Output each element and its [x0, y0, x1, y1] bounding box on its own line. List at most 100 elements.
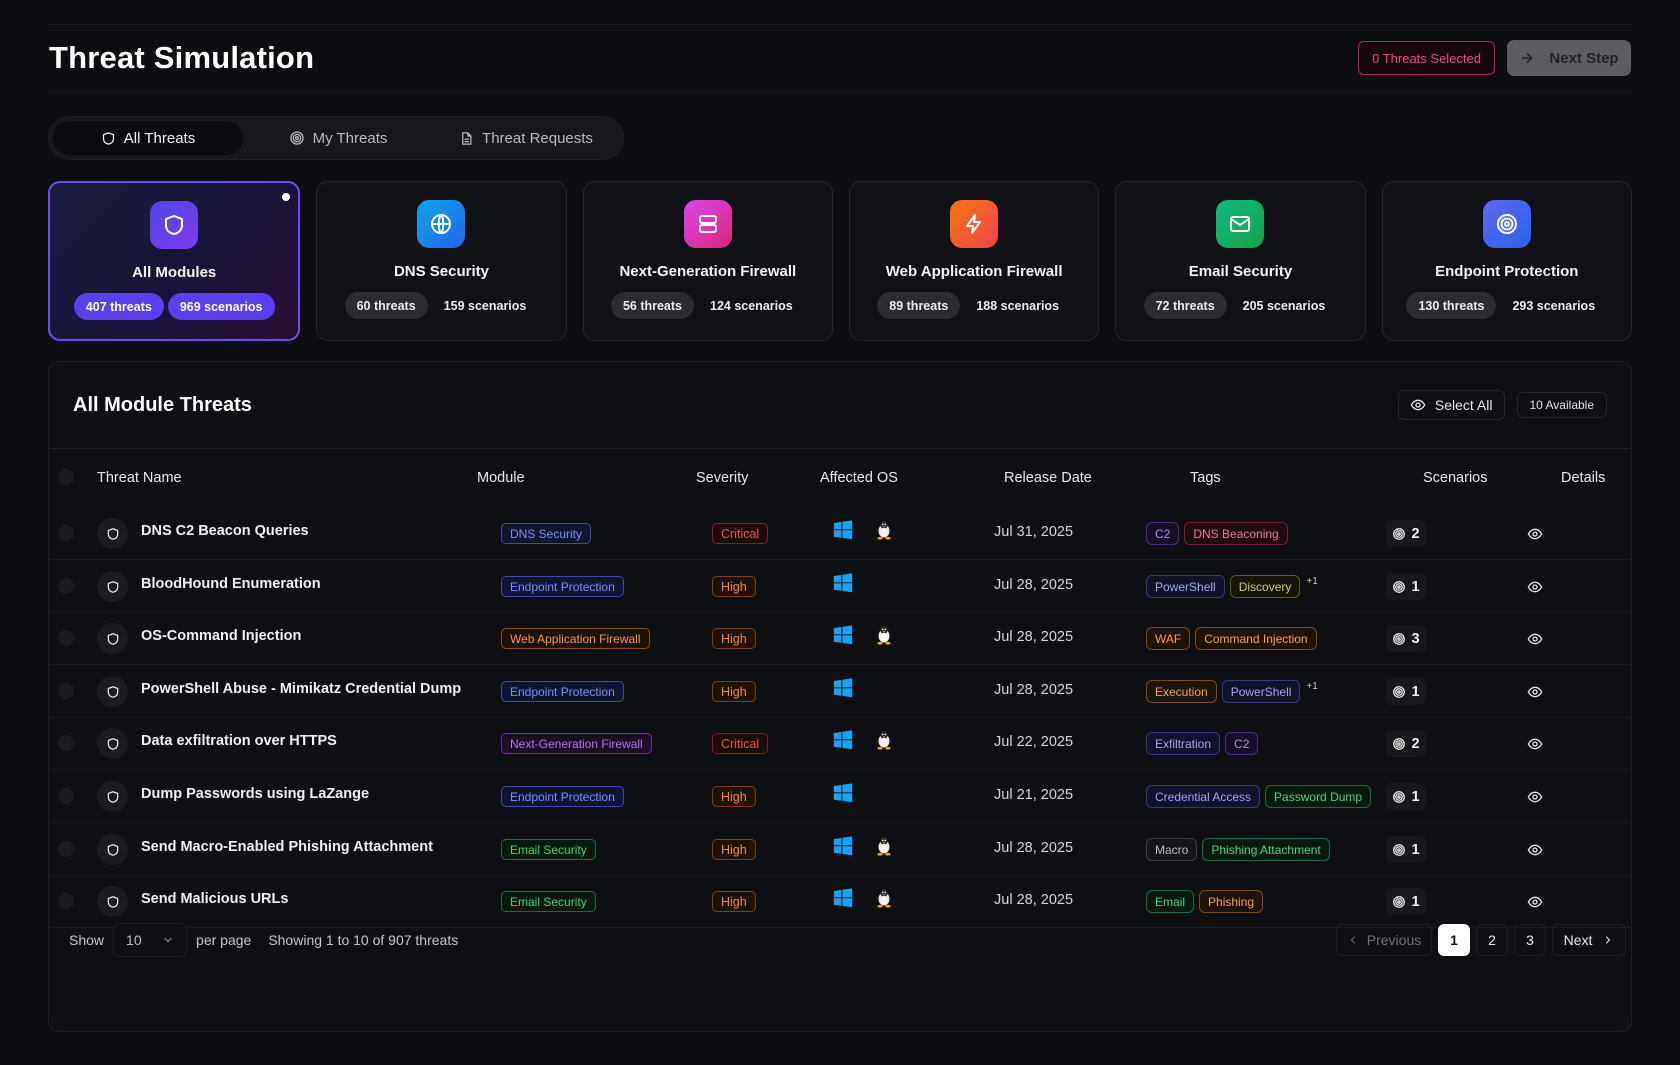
tag-waf: WAF [1146, 627, 1191, 650]
scenario-count: 1 [1386, 836, 1426, 863]
module-badge: Email Security [501, 839, 596, 860]
threat-name: Send Malicious URLs [141, 891, 289, 907]
select-all-checkbox[interactable] [58, 469, 74, 485]
scenario-count: 2 [1386, 520, 1426, 547]
module-badge: Email Security [501, 891, 596, 912]
view-details-icon[interactable] [1527, 684, 1543, 700]
col-tags: Tags [1190, 469, 1221, 486]
threat-name: Dump Passwords using LaZange [141, 786, 370, 802]
scenario-count: 2 [1386, 730, 1426, 757]
tab-threat-requests[interactable]: Threat Requests [433, 121, 619, 155]
panel-title: All Module Threats [73, 393, 252, 416]
document-icon [459, 131, 474, 146]
per-page-label: per page [196, 932, 252, 948]
previous-label: Previous [1366, 932, 1422, 948]
module-card-dns-security[interactable]: DNS Security 60 threats 159 scenarios [316, 181, 567, 341]
table-row[interactable]: BloodHound Enumeration Endpoint Protectio… [49, 560, 1631, 613]
row-checkbox[interactable] [58, 525, 74, 541]
next-step-button[interactable]: Next Step [1507, 40, 1631, 76]
threat-name: BloodHound Enumeration [141, 576, 321, 592]
target-icon [1392, 632, 1406, 646]
table-row[interactable]: Send Malicious URLs Email Security High Jul… [49, 875, 1631, 928]
table-row[interactable]: PowerShell Abuse - Mimikatz Credential D… [49, 665, 1631, 718]
next-label: Next [1563, 932, 1593, 948]
row-checkbox[interactable] [58, 630, 74, 646]
row-checkbox[interactable] [58, 735, 74, 751]
tag-password-dump: Password Dump [1265, 785, 1372, 808]
table-row[interactable]: Dump Passwords using LaZange Endpoint Pro… [49, 770, 1631, 823]
target-icon [1392, 580, 1406, 594]
tag-dns-beaconing: DNS Beaconing [1184, 522, 1288, 545]
target-icon [1392, 737, 1406, 751]
chevron-left-icon [1347, 934, 1359, 946]
previous-page-button[interactable]: Previous [1336, 924, 1432, 956]
view-details-icon[interactable] [1527, 894, 1543, 910]
page-header: Threat Simulation 0 Threats Selected Nex… [48, 24, 1632, 92]
view-details-icon[interactable] [1527, 736, 1543, 752]
table-row[interactable]: OS-Command Injection Web Application Fire… [49, 612, 1631, 665]
threat-count-pill: 72 threats [1143, 292, 1227, 319]
tag-list: Macro Phishing Attachment [1146, 838, 1330, 861]
table-row[interactable]: Send Macro-Enabled Phishing Attachment Em… [49, 823, 1631, 876]
windows-icon [832, 729, 854, 751]
windows-icon [832, 835, 854, 857]
tag-powershell: PowerShell [1221, 680, 1301, 703]
tab-my-threats[interactable]: My Threats [243, 121, 433, 155]
show-label: Show [69, 932, 105, 948]
table-row[interactable]: Data exfiltration over HTTPS Next-Generat… [49, 717, 1631, 770]
row-checkbox[interactable] [58, 578, 74, 594]
view-details-icon[interactable] [1527, 631, 1543, 647]
view-details-icon[interactable] [1527, 789, 1543, 805]
row-checkbox[interactable] [58, 788, 74, 804]
scenario-count: 1 [1386, 888, 1426, 915]
module-badge: Endpoint Protection [501, 576, 624, 597]
page-1-button[interactable]: 1 [1438, 924, 1470, 956]
scenario-count-value: 2 [1411, 735, 1420, 752]
row-checkbox[interactable] [58, 683, 74, 699]
scenario-count-value: 3 [1411, 630, 1420, 647]
view-details-icon[interactable] [1527, 842, 1543, 858]
threat-name: PowerShell Abuse - Mimikatz Credential D… [141, 681, 462, 697]
module-card-endpoint-protection[interactable]: Endpoint Protection 130 threats 293 scen… [1381, 181, 1632, 341]
select-all-button[interactable]: Select All [1397, 390, 1505, 420]
threat-count-pill: 89 threats [877, 292, 961, 319]
tag-exfiltration: Exfiltration [1146, 732, 1221, 755]
threats-panel: All Module Threats Select All 10 Availab… [48, 361, 1632, 1032]
release-date: Jul 22, 2025 [994, 734, 1074, 750]
view-details-icon[interactable] [1527, 579, 1543, 595]
server-icon [696, 212, 720, 236]
globe-icon [429, 212, 453, 236]
table-row[interactable]: DNS C2 Beacon Queries DNS Security Critica… [49, 507, 1631, 560]
selected-count-badge: 0 Threats Selected [1358, 41, 1495, 75]
scenario-count-value: 2 [1411, 525, 1420, 542]
page-3-button[interactable]: 3 [1514, 924, 1546, 956]
tab-all-threats[interactable]: All Threats [53, 121, 243, 155]
next-page-button[interactable]: Next [1552, 924, 1626, 956]
scenario-count: 1 [1386, 678, 1426, 705]
target-icon [1392, 790, 1406, 804]
shield-icon [97, 781, 128, 812]
module-card-all-modules[interactable]: All Modules 407 threats 969 scenarios [48, 181, 301, 341]
per-page-select[interactable]: 10 [113, 923, 188, 957]
module-card-web-application-firewall[interactable]: Web Application Firewall 89 threats 188 … [848, 181, 1100, 341]
row-checkbox[interactable] [58, 841, 74, 857]
module-card-email-security[interactable]: Email Security 72 threats 205 scenarios [1115, 181, 1366, 341]
page-2-button[interactable]: 2 [1476, 924, 1508, 956]
table-footer: Show 10 per page Showing 1 to 10 of 907 … [49, 910, 1631, 970]
scenario-count-value: 1 [1411, 893, 1420, 910]
linux-icon [875, 730, 893, 750]
scenario-count-pill: 293 scenarios [1512, 298, 1596, 313]
module-card-next-generation-firewall[interactable]: Next-Generation Firewall 56 threats 124 … [582, 181, 833, 341]
target-icon [289, 130, 305, 146]
mail-icon [1228, 212, 1252, 236]
shield-icon [101, 131, 116, 146]
row-checkbox[interactable] [58, 893, 74, 909]
threat-count-pill: 60 threats [344, 292, 428, 319]
module-icon-tile [1482, 200, 1531, 248]
scenario-count-pill: 188 scenarios [976, 298, 1060, 313]
tag-list: C2 DNS Beaconing [1146, 522, 1288, 545]
threat-name: Data exfiltration over HTTPS [141, 733, 337, 749]
view-details-icon[interactable] [1527, 526, 1543, 542]
threat-tabs: All Threats My Threats Threat Requests [48, 116, 624, 160]
scenario-count-pill: 124 scenarios [710, 298, 793, 313]
